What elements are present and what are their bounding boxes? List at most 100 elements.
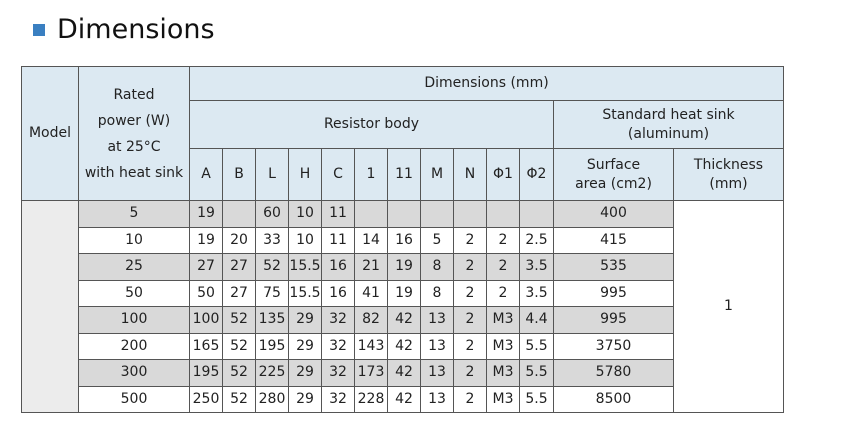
dimension-cell: 15.5: [288, 253, 322, 281]
header-line: Rated: [113, 86, 155, 103]
header-line: Surface: [586, 156, 641, 173]
model-header: Model: [21, 66, 79, 201]
dimension-cell: [453, 200, 487, 228]
surface-cell: 535: [553, 253, 674, 281]
header-row: Resistor body Standard heat sink (aluminum…: [22, 100, 784, 149]
dimension-cell: 42: [387, 306, 421, 334]
dimension-cell: 15.5: [288, 279, 322, 307]
page-title: Dimensions: [57, 14, 215, 45]
dimension-cell: 10: [288, 226, 322, 254]
dimension-cell: [420, 200, 454, 228]
surface-cell: 5780: [553, 359, 674, 387]
dimension-cell: 21: [354, 253, 388, 281]
data-row: 5 19 60 10 11 400 1: [21, 200, 784, 413]
power-cell: 500: [78, 385, 190, 413]
dimension-cell: 41: [354, 279, 388, 307]
dimension-cell: 2: [486, 279, 520, 307]
dimension-cell: 11: [321, 226, 355, 254]
dimension-cell: 19: [387, 279, 421, 307]
header-line: Standard heat sink: [602, 106, 735, 123]
dimension-cell: 75: [255, 279, 289, 307]
dimension-cell: 228: [354, 385, 388, 413]
dimension-cell: 8: [420, 279, 454, 307]
dimension-cell: 27: [222, 279, 256, 307]
dimension-cell: 2: [453, 226, 487, 254]
dimension-cell: 20: [222, 226, 256, 254]
dimension-cell: 2: [453, 306, 487, 334]
column-header: C: [321, 148, 355, 201]
surface-cell: 8500: [553, 385, 674, 413]
model-cell: [21, 200, 79, 413]
column-header: B: [222, 148, 256, 201]
dimension-cell: 2: [453, 332, 487, 360]
column-header: M: [420, 148, 454, 201]
dimension-cell: 42: [387, 359, 421, 387]
heat-sink-header: Standard heat sink (aluminum): [553, 100, 784, 149]
dimension-cell: 14: [354, 226, 388, 254]
thickness-cell: 1: [673, 200, 784, 413]
dimension-cell: 32: [321, 332, 355, 360]
dimension-cell: 19: [387, 253, 421, 281]
data-row: 300 195 52 225 29 32 173 42 13 2 M3 5.5 5780: [22, 359, 784, 387]
power-cell: 200: [78, 332, 190, 360]
dimension-cell: [222, 200, 256, 228]
dimension-cell: 2: [453, 385, 487, 413]
dimension-cell: 32: [321, 306, 355, 334]
dimension-cell: 16: [321, 279, 355, 307]
dimension-cell: 32: [321, 359, 355, 387]
dimension-cell: 29: [288, 359, 322, 387]
dimension-cell: 32: [321, 385, 355, 413]
dimension-cell: 165: [189, 332, 223, 360]
dimension-cell: 2: [486, 253, 520, 281]
column-header: 11: [387, 148, 421, 201]
dimension-cell: 100: [189, 306, 223, 334]
dimension-cell: 280: [255, 385, 289, 413]
dimension-cell: 13: [420, 385, 454, 413]
header-line: (aluminum): [627, 125, 710, 142]
dimension-cell: 52: [222, 359, 256, 387]
header-row: Model Rated power (W) at 25°C with heat sink…: [21, 66, 784, 201]
surface-cell: 415: [553, 226, 674, 254]
dimension-cell: 143: [354, 332, 388, 360]
dimension-cell: 173: [354, 359, 388, 387]
dimension-cell: 16: [321, 253, 355, 281]
column-header: 1: [354, 148, 388, 201]
dimensions-header: Dimensions (mm): [189, 66, 784, 101]
data-row: 500 250 52 280 29 32 228 42 13 2 M3 5.5 8500: [22, 385, 784, 413]
power-cell: 100: [78, 306, 190, 334]
dimension-cell: M3: [486, 385, 520, 413]
dimension-cell: 52: [222, 385, 256, 413]
dimension-cell: 29: [288, 332, 322, 360]
surface-cell: 3750: [553, 332, 674, 360]
dimension-cell: 52: [255, 253, 289, 281]
power-cell: 10: [78, 226, 190, 254]
dimension-cell: 13: [420, 306, 454, 334]
dimension-cell: 19: [189, 226, 223, 254]
dimension-cell: [387, 200, 421, 228]
dimension-cell: 27: [189, 253, 223, 281]
power-cell: 5: [78, 200, 190, 228]
data-row: 200 165 52 195 29 32 143 42 13 2 M3 5.5 3750: [22, 332, 784, 360]
thickness-header: Thickness (mm): [673, 148, 784, 201]
power-cell: 50: [78, 279, 190, 307]
dimension-cell: 11: [321, 200, 355, 228]
dimension-cell: 52: [222, 306, 256, 334]
dimension-cell: 13: [420, 332, 454, 360]
surface-cell: 400: [553, 200, 674, 228]
dimensions-table: Model Rated power (W) at 25°C with heat sink…: [21, 66, 784, 413]
dimension-cell: 33: [255, 226, 289, 254]
dimension-cell: M3: [486, 306, 520, 334]
dimension-cell: 2: [453, 253, 487, 281]
dimension-cell: 60: [255, 200, 289, 228]
header-line: at 25°C: [107, 138, 161, 155]
dimension-cell: 16: [387, 226, 421, 254]
dimension-cell: 52: [222, 332, 256, 360]
dimension-cell: [519, 200, 554, 228]
heading-marker: [33, 23, 45, 36]
column-header: N: [453, 148, 487, 201]
header-line: (mm): [709, 175, 748, 192]
surface-header: Surface area (cm2): [553, 148, 674, 201]
dimension-cell: 5.5: [519, 359, 554, 387]
power-header: Rated power (W) at 25°C with heat sink: [78, 66, 190, 201]
